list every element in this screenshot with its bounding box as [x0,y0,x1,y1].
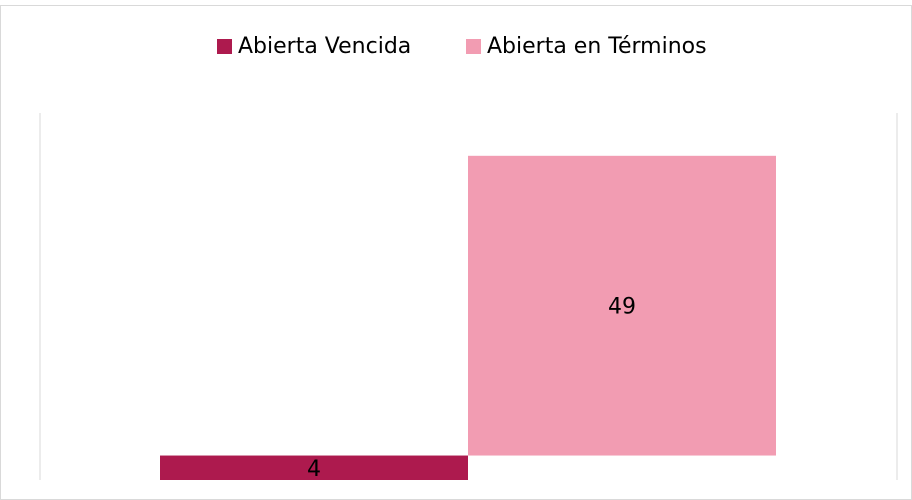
bar [468,155,776,456]
data-label: 49 [608,295,636,320]
bar [160,455,468,480]
legend-swatch [217,39,232,54]
legend-label: Abierta en Términos [487,34,707,59]
data-label: 4 [307,457,321,482]
legend-swatch [466,39,481,54]
legend-label: Abierta Vencida [238,34,411,59]
